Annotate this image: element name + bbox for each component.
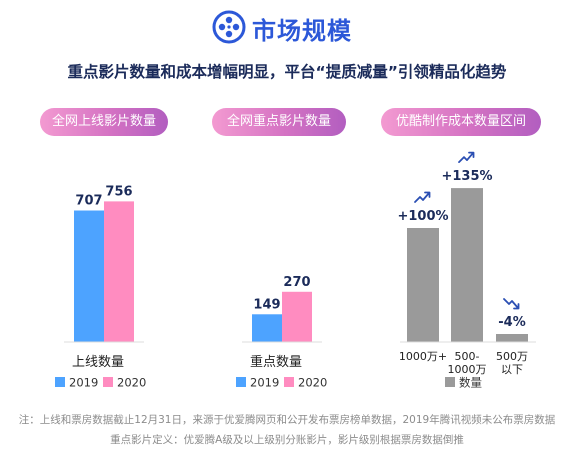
- chart2-value-2019: 149: [253, 297, 280, 312]
- chart1-bar-2020: [104, 201, 134, 342]
- chart1-legend-label-2020: 2020: [117, 376, 146, 390]
- chart3-bar-1: [407, 228, 439, 342]
- footnote-definition: 重点影片定义：优爱腾A级及以上级别分账影片，影片级别根据票房数据倒推: [110, 434, 464, 446]
- chart2-category-label: 重点数量: [250, 354, 302, 370]
- chart3-legend-label: 数量: [459, 376, 482, 390]
- trend-down-icon: [503, 298, 520, 310]
- film-reel-icon: [212, 10, 246, 44]
- chart3-change-label-1: +100%: [397, 209, 448, 224]
- headline: 重点影片数量和成本增幅明显，平台“提质减量”引领精品化趋势: [67, 63, 507, 81]
- chart3-change-label-2: +135%: [441, 169, 492, 184]
- chart1-legend-label-2019: 2019: [69, 376, 98, 390]
- chart2-value-2020: 270: [283, 275, 310, 290]
- chart2-legend-label-2020: 2020: [298, 376, 327, 390]
- chart3-bar-3: [496, 334, 528, 342]
- footnote-source: 注：上线和票房数据截止12月31日，来源于优爱腾网页和公开发布票房榜单数据，20…: [18, 414, 556, 426]
- chart1-category-label: 上线数量: [72, 355, 124, 370]
- chart2-legend-label-2019: 2019: [250, 376, 279, 390]
- chart3-category-label-2: 500-1000万: [448, 350, 487, 376]
- chart3-pill: 优酷制作成本数量区间: [381, 108, 541, 136]
- chart2-pill: 全网重点影片数量: [212, 108, 346, 136]
- chart2-legend-swatch-2019: [236, 377, 246, 387]
- chart3-legend-swatch: [445, 377, 455, 387]
- chart1-legend-swatch-2019: [55, 377, 65, 387]
- chart3-bar-2: [451, 188, 483, 342]
- chart2-bar-2019: [252, 314, 282, 342]
- trend-up-icon: [414, 191, 431, 203]
- chart2-bar-2020: [282, 291, 312, 342]
- page-title: 市场规模: [252, 17, 352, 45]
- chart3-change-label-3: -4%: [498, 315, 525, 330]
- chart1-value-2019: 707: [75, 193, 102, 208]
- chart1-bar-2019: [74, 210, 104, 342]
- chart3-category-label-3: 500万以下: [496, 350, 528, 376]
- chart3-category-label-1: 1000万+: [399, 350, 447, 363]
- chart1-pill: 全网上线影片数量: [40, 108, 168, 136]
- trend-up-icon: [458, 151, 475, 163]
- chart2-legend-swatch-2020: [284, 377, 294, 387]
- chart1-value-2020: 756: [105, 184, 132, 199]
- chart1-legend-swatch-2020: [103, 377, 113, 387]
